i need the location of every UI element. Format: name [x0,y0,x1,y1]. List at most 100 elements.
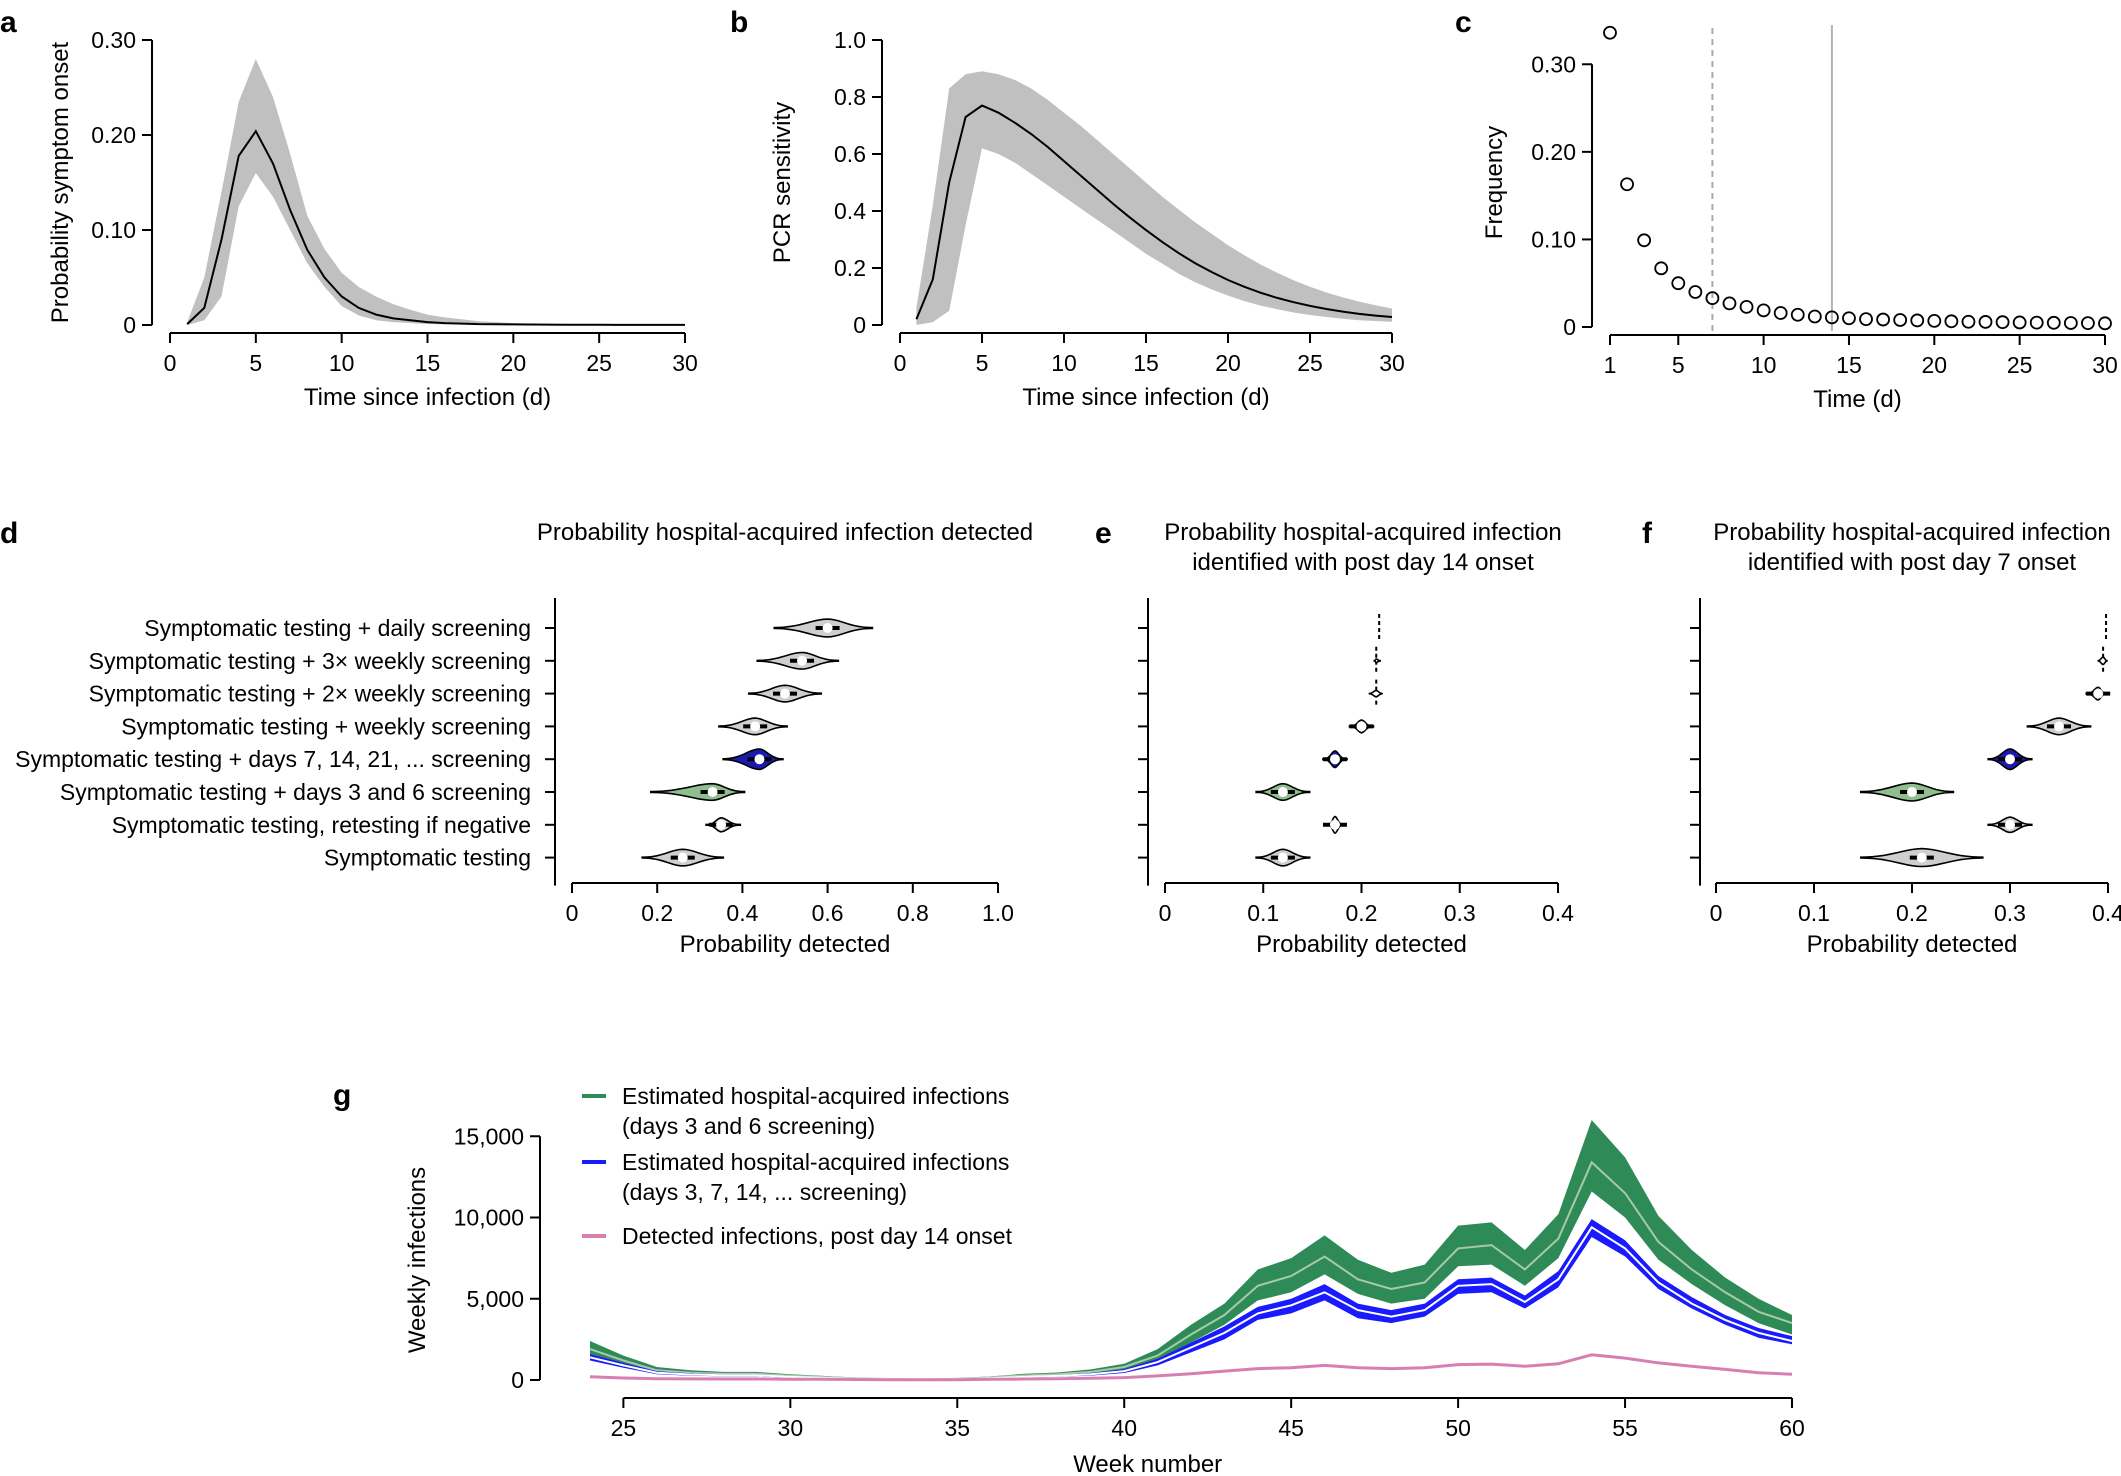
data-point [1842,311,1856,326]
data-point [1620,177,1634,192]
violin-median [716,819,727,830]
b-x-tick-label: 5 [976,350,989,376]
c-y-tick-label: 0.30 [1531,51,1576,77]
data-point [1705,291,1720,306]
g-y-tick-label: 5,000 [466,1286,524,1312]
violin-median [2093,688,2104,699]
d-x-tick-label: 0 [566,900,579,926]
violin-median [1329,754,1340,765]
pink-detected-line [589,1353,1793,1382]
data-point [1876,312,1891,327]
c-y-tick-label: 0 [1563,314,1576,340]
violin-median [780,688,790,699]
uncertainty-band [916,71,1392,325]
c-y-tick-label: 0.20 [1531,139,1576,165]
violin-median [2054,721,2064,732]
b-y-tick-label: 1.0 [834,27,866,53]
b-x-tick-label: 25 [1297,350,1323,376]
violin-median [1907,787,1917,797]
category-label: Symptomatic testing + weekly screening [121,713,531,739]
data-point [1688,285,1703,299]
data-point [1773,306,1788,320]
c-x-tick-label: 25 [2007,352,2033,378]
x-axis-label: Time (d) [1813,386,1901,413]
data-point [1910,313,1925,328]
b-y-tick-label: 0.2 [834,255,866,281]
y-axis-label: Weekly infections [404,1167,431,1353]
a-x-tick-label: 5 [249,350,262,376]
panel-letter-a: a [0,6,17,39]
data-point [1739,299,1754,314]
legend-label: (days 3, 7, 14, ... screening) [622,1179,907,1205]
d-x-tick-label: 0.6 [812,900,844,926]
g-x-tick-label: 40 [1111,1415,1137,1441]
f-x-tick-label: 0.2 [1896,900,1928,926]
data-point [2029,315,2044,330]
violin-median [754,754,765,765]
c-x-tick-label: 20 [1922,352,1948,378]
x-axis-label: Probability detected [680,931,891,958]
panel-d: d Probability hospital-acquired infection… [0,517,1033,958]
category-label: Symptomatic testing + days 7, 14, 21, ..… [15,746,531,772]
data-point [2046,315,2061,330]
g-x-tick-label: 30 [778,1415,804,1441]
panel-letter-f: f [1642,517,1653,550]
b-x-tick-label: 20 [1215,350,1241,376]
data-point [1824,310,1839,325]
c-x-tick-label: 30 [2092,352,2118,378]
panel-title: identified with post day 7 onset [1748,549,2077,576]
panel-f: f Probability hospital-acquired infection… [1642,517,2121,958]
panel-g: g 25 30 35 40 45 50 55 60 0 5,000 10,000 15,000 Week … [333,1079,1805,1476]
data-point [1637,233,1652,248]
panel-e: e Probability hospital-acquired infection… [1095,517,1574,958]
c-x-tick-label: 15 [1836,352,1862,378]
violin-median [677,852,688,863]
data-point [2012,315,2027,330]
data-point [1756,303,1771,318]
violin [1368,689,1383,698]
g-x-tick-label: 25 [611,1415,637,1441]
category-label: Symptomatic testing [324,845,531,871]
green-median-line [589,1160,1793,1381]
green-band [590,1120,1792,1380]
x-axis-label: Time since infection (d) [304,384,551,411]
data-point [1995,315,2010,330]
legend-label: (days 3 and 6 screening) [622,1113,875,1139]
b-y-tick-label: 0.8 [834,84,866,110]
violin-median [822,623,833,633]
a-y-tick-label: 0.10 [91,217,136,243]
d-x-tick-label: 0.2 [641,900,673,926]
violin [652,782,744,802]
b-y-tick-label: 0.4 [834,198,866,224]
legend-label: Detected infections, post day 14 onset [622,1223,1013,1249]
a-x-tick-label: 10 [329,350,355,376]
b-x-tick-label: 0 [894,350,907,376]
violin-median [750,721,761,732]
e-x-tick-label: 0.2 [1346,900,1378,926]
panel-title: Probability hospital-acquired infection … [537,519,1033,546]
violin-median [1277,852,1288,863]
a-y-tick-label: 0 [123,312,136,338]
a-y-tick-label: 0.20 [91,122,136,148]
panel-letter-c: c [1455,6,1472,39]
c-x-tick-label: 10 [1751,352,1777,378]
a-x-tick-label: 30 [672,350,698,376]
g-y-tick-label: 0 [511,1367,524,1393]
b-x-tick-label: 15 [1133,350,1159,376]
e-x-tick-label: 0.1 [1247,900,1279,926]
data-point [1944,314,1959,329]
data-point [1790,307,1805,322]
panel-letter-d: d [0,517,18,550]
panel-title: identified with post day 14 onset [1192,549,1534,576]
data-point [1927,313,1942,328]
a-y-tick-label: 0.30 [91,27,136,53]
b-y-tick-label: 0 [853,312,866,338]
g-x-tick-label: 60 [1779,1415,1805,1441]
g-x-tick-label: 35 [944,1415,970,1441]
e-x-tick-label: 0.4 [1542,900,1574,926]
g-x-tick-label: 55 [1612,1415,1638,1441]
f-x-tick-label: 0.4 [2092,900,2121,926]
category-label: Symptomatic testing, retesting if negati… [112,812,531,838]
data-point [1654,261,1669,276]
